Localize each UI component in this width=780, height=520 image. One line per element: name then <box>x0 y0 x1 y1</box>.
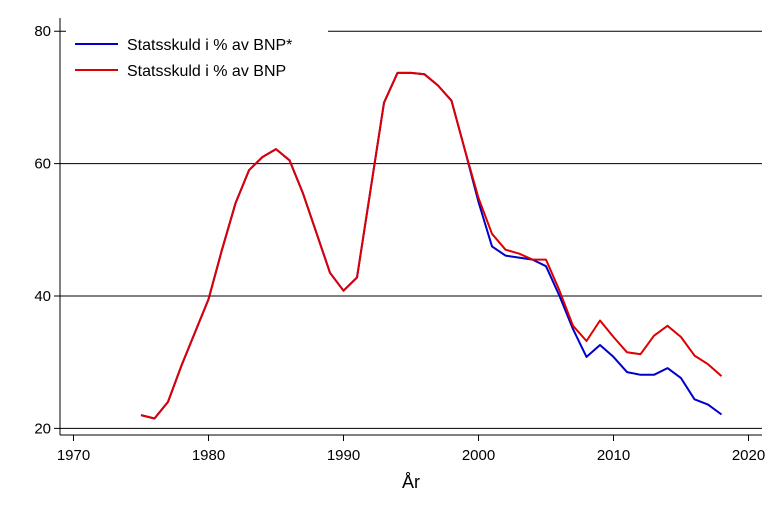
y-tick-label: 20 <box>34 420 51 437</box>
legend-box <box>66 22 328 84</box>
series-line-2 <box>140 71 723 420</box>
series-lines <box>140 71 723 420</box>
y-tick-label: 60 <box>34 156 51 173</box>
x-tick-label: 2000 <box>462 447 495 464</box>
x-axis-label: År <box>402 472 420 492</box>
legend-label-2: Statsskuld i % av BNP <box>127 63 286 80</box>
y-tick-label: 80 <box>34 23 51 40</box>
series-line-1 <box>140 71 723 420</box>
x-tick-label: 2010 <box>597 447 630 464</box>
legend: Statsskuld i % av BNP* Statsskuld i % av … <box>66 22 328 84</box>
axes: 20 40 60 80 1970 1980 1990 2000 2010 2020 <box>34 18 765 464</box>
legend-label-1: Statsskuld i % av BNP* <box>127 37 292 54</box>
x-tick-label: 2020 <box>732 447 765 464</box>
x-tick-label: 1990 <box>327 447 360 464</box>
y-tick-label: 40 <box>34 288 51 305</box>
x-tick-label: 1970 <box>57 447 90 464</box>
gridlines <box>60 30 762 429</box>
x-tick-label: 1980 <box>192 447 225 464</box>
